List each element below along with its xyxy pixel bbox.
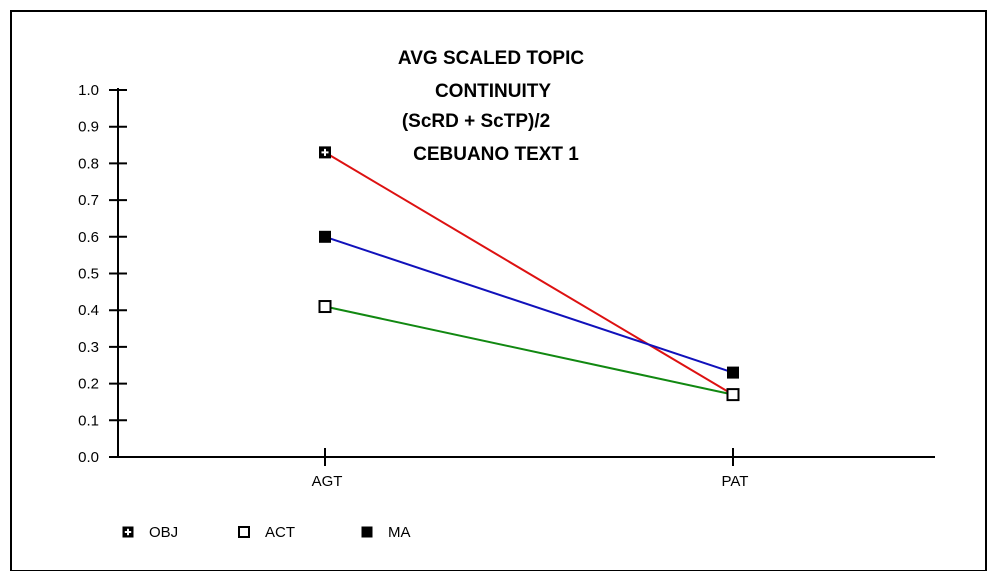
title-line-4: CEBUANO TEXT 1 — [413, 144, 579, 165]
legend-marker-ma — [361, 526, 373, 538]
legend-label-act: ACT — [265, 524, 295, 541]
axes: 0.0 0.1 0.2 0.3 0.4 0.5 0.6 0.7 0.8 0.9 1.0 AGT PAT — [78, 82, 935, 490]
data-point-obj — [319, 146, 331, 159]
title-line-1: AVG SCALED TOPIC — [398, 48, 584, 69]
data-point-ma — [319, 230, 331, 243]
legend-marker-obj — [122, 526, 134, 538]
y-tick-label: 0.2 — [78, 376, 99, 393]
legend-label-obj: OBJ — [149, 524, 178, 541]
legend-label-ma: MA — [388, 524, 411, 541]
y-tick-label: 0.8 — [78, 155, 99, 172]
y-tick-label: 0.3 — [78, 339, 99, 356]
y-tick-label: 0.7 — [78, 192, 99, 209]
data-point-ma — [727, 366, 739, 379]
chart-frame — [10, 10, 987, 571]
y-tick-label: 0.5 — [78, 266, 99, 283]
series-lines — [318, 146, 740, 402]
series-line-act — [324, 305, 734, 396]
y-tick-label: 0.0 — [78, 449, 99, 466]
data-point-act — [318, 300, 332, 314]
title-line-3: (ScRD + ScTP)/2 — [402, 111, 550, 132]
data-point-act — [726, 388, 740, 402]
series-line-obj — [324, 151, 734, 396]
y-tick-label: 0.1 — [78, 412, 99, 429]
title-line-2: CONTINUITY — [435, 81, 551, 102]
legend: OBJ ACT MA — [122, 524, 411, 541]
y-tick-label: 0.6 — [78, 229, 99, 246]
y-tick-label: 0.4 — [78, 302, 99, 319]
x-tick-label: AGT — [312, 473, 343, 490]
y-tick-label: 0.9 — [78, 119, 99, 136]
y-tick-label: 1.0 — [78, 82, 99, 99]
x-tick-label: PAT — [722, 473, 749, 490]
chart-title: AVG SCALED TOPIC CONTINUITY (ScRD + ScTP… — [398, 48, 584, 165]
series-line-ma — [324, 235, 734, 374]
legend-marker-act — [238, 526, 250, 538]
